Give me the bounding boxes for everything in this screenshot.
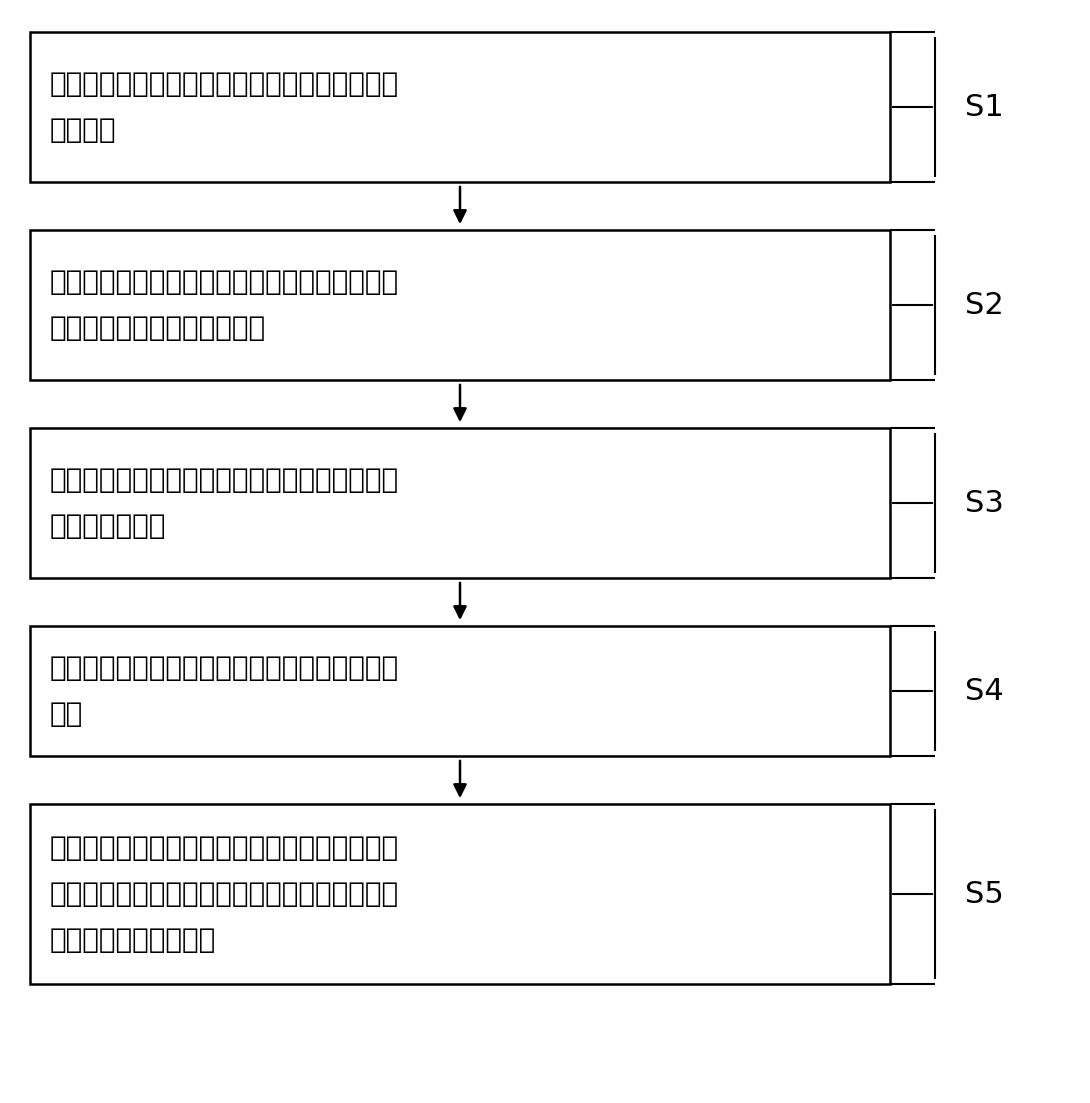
Bar xyxy=(31,804,891,984)
Text: S5: S5 xyxy=(965,879,1004,909)
Text: 射得到发送符号: 射得到发送符号 xyxy=(50,512,167,540)
Text: 将所述发送符号经过处理后，经由信道发送到接: 将所述发送符号经过处理后，经由信道发送到接 xyxy=(50,654,399,682)
Text: 发送端根据对当前信道状态的预测値，选择一种: 发送端根据对当前信道状态的预测値，选择一种 xyxy=(50,69,399,98)
Text: 每个比特管道中的输入信息比特，独立进行信道: 每个比特管道中的输入信息比特，独立进行信道 xyxy=(50,268,399,296)
Text: 接收到的发送符号进行解调解码，得到各个比特: 接收到的发送符号进行解调解码，得到各个比特 xyxy=(50,880,399,908)
Text: 管道的解调解码的结果: 管道的解调解码的结果 xyxy=(50,927,216,954)
Text: 编码和比特交织得到编码比特: 编码和比特交织得到编码比特 xyxy=(50,314,266,342)
Text: S3: S3 xyxy=(965,489,1004,517)
Text: S1: S1 xyxy=(965,93,1004,121)
Text: 接收端结合当前的信道状态信息和传输模式，对: 接收端结合当前的信道状态信息和传输模式，对 xyxy=(50,834,399,863)
Text: S2: S2 xyxy=(965,290,1004,320)
Text: 对多个比特管道输出的编码比特共同进行星座映: 对多个比特管道输出的编码比特共同进行星座映 xyxy=(50,465,399,494)
Bar xyxy=(31,32,891,182)
Bar xyxy=(31,627,891,756)
Text: 收端: 收端 xyxy=(50,700,83,728)
Bar xyxy=(31,428,891,578)
Text: 传输模式: 传输模式 xyxy=(50,116,117,144)
Text: S4: S4 xyxy=(965,676,1004,706)
Bar xyxy=(31,231,891,381)
